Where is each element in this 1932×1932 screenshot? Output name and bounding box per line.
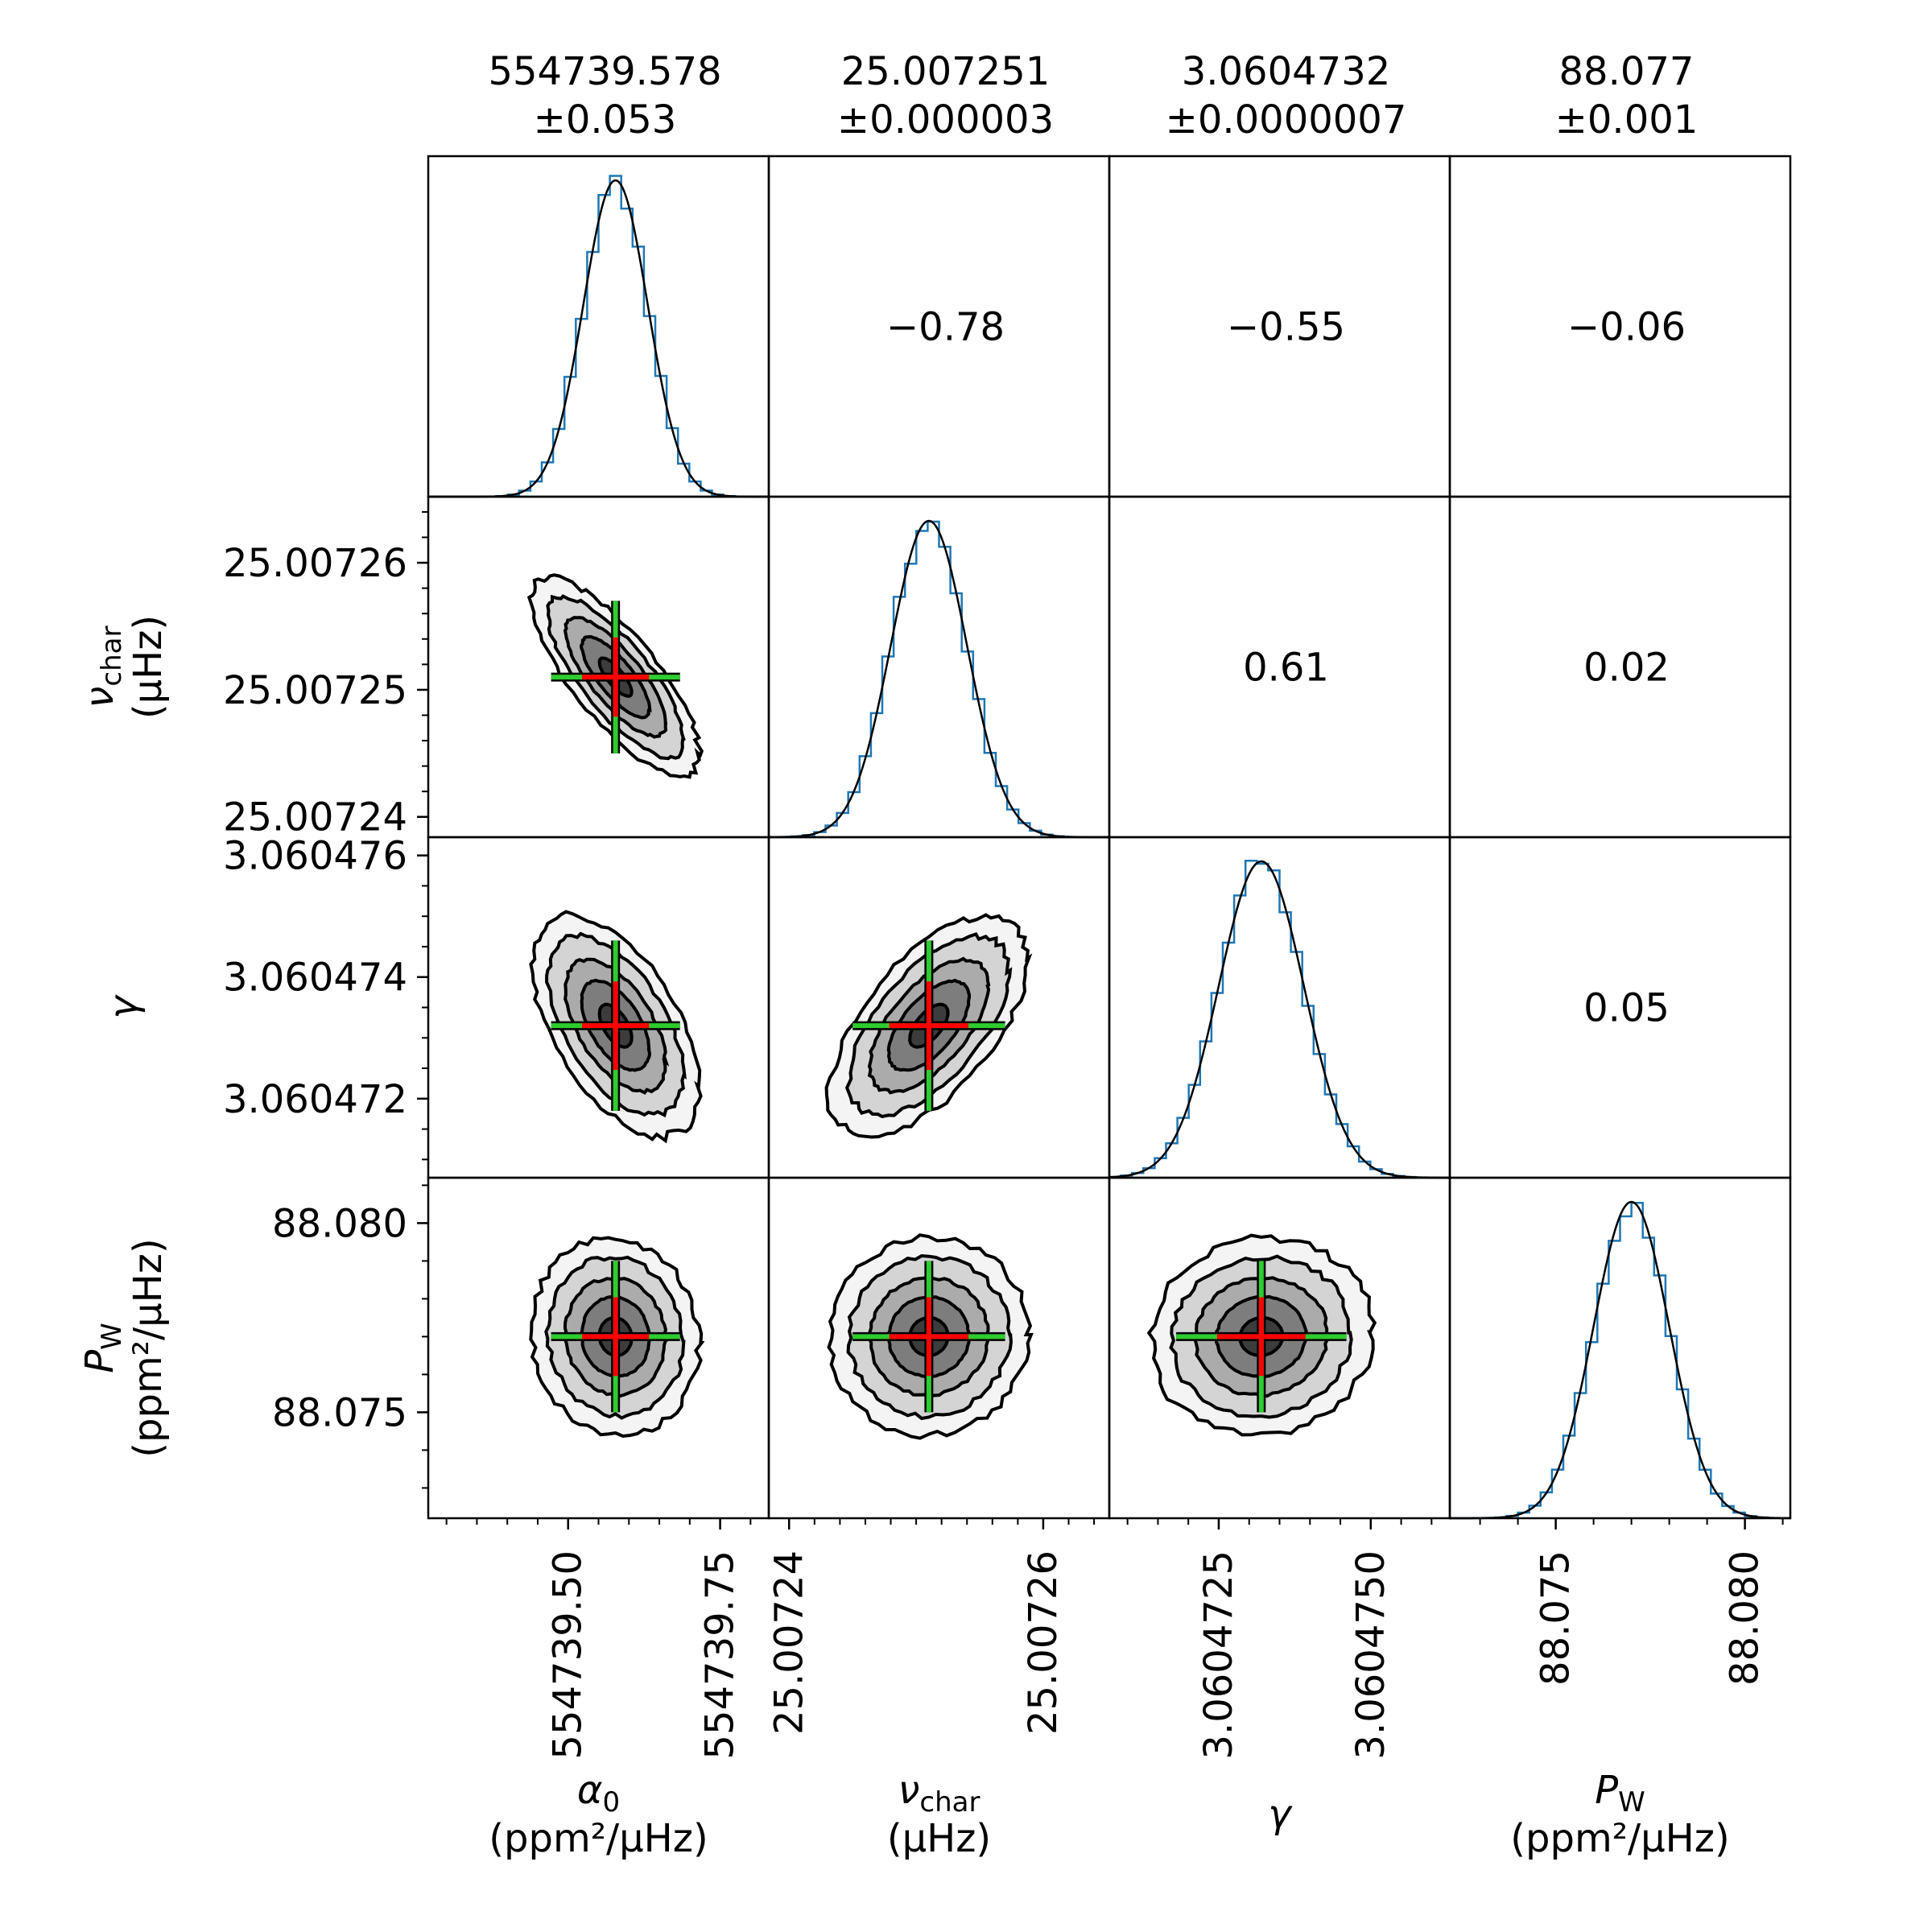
y-tick-label-P_W: 88.080 [272,1201,407,1246]
correlation-1-3: 0.02 [1583,646,1670,691]
x-axis-label-alpha_0-unit: (ppm²/μHz) [489,1816,708,1861]
y-tick-label-nu_char: 25.00725 [223,668,407,713]
correlation-2-3: 0.05 [1583,986,1670,1031]
x-axis-label-gamma-symbol: γ [1268,1792,1293,1837]
x-axis-label-gamma-main: γ [1268,1792,1293,1837]
contour-panel-gamma-P_W [1146,1233,1377,1437]
y-axis-label-P_W-main: P [77,1350,122,1373]
y-tick-label-nu_char: 25.00724 [223,795,407,840]
x-tick-label-P_W: 88.075 [1534,1550,1579,1686]
histogram-gamma [1109,859,1450,1179]
summary-value-alpha_0: 554739.578 [488,49,721,94]
x-axis-label-alpha_0: α0(ppm²/μHz) [489,1768,708,1861]
y-axis-label-P_W-unit: (ppm²/μHz) [126,1238,171,1457]
histogram-nu_char [769,520,1109,839]
summary-error-P_W: ±0.001 [1555,97,1699,142]
gaussian-fit-P_W [1450,1200,1791,1520]
y-tick-label-P_W: 88.075 [272,1390,407,1435]
x-axis-label-nu_char-main: ν [898,1768,920,1813]
x-tick-label-alpha_0: 554739.75 [698,1550,743,1760]
y-tick-label-gamma: 3.060474 [223,956,407,1001]
contour-panel-alpha_0-P_W [529,1236,705,1439]
y-axis-label-nu_char-sub: char [96,626,128,687]
x-axis-label-P_W-symbol: PW [1595,1768,1645,1818]
contour-panel-nu_char-P_W [827,1233,1034,1440]
y-axis-label-gamma: γ [101,994,147,1019]
y-tick-label-gamma: 3.060472 [223,1077,407,1122]
x-axis-label-P_W: PW(ppm²/μHz) [1510,1768,1729,1861]
summary-error-nu_char: ±0.000003 [837,97,1054,142]
x-axis-label-P_W-sub: W [1618,1786,1645,1818]
y-axis-label-P_W: PW(ppm²/μHz) [77,1238,171,1457]
correlation-0-1: −0.78 [886,305,1005,350]
correlation-1-2: 0.61 [1243,646,1329,691]
y-tick-label-gamma: 3.060476 [223,834,407,879]
x-axis-label-P_W-unit: (ppm²/μHz) [1510,1816,1729,1861]
x-tick-label-gamma: 3.0604750 [1348,1550,1393,1760]
y-axis-label-gamma-main: γ [101,994,147,1019]
y-axis-label-nu_char-unit: (μHz) [126,615,171,719]
x-axis-label-nu_char: νchar(μHz) [887,1768,991,1861]
summary-error-alpha_0: ±0.053 [534,97,677,142]
summary-error-gamma: ±0.0000007 [1166,97,1407,142]
summary-value-nu_char: 25.007251 [841,49,1051,94]
contour-panel-alpha_0-nu_char [526,573,704,779]
contour-panel-nu_char-gamma [824,913,1033,1139]
y-tick-label-nu_char: 25.00726 [223,541,407,586]
x-axis-label-nu_char-unit: (μHz) [887,1816,991,1861]
x-axis-label-alpha_0-symbol: α0 [577,1768,620,1818]
contour-panel-alpha_0-gamma [529,910,703,1144]
x-axis-label-nu_char-symbol: νchar [898,1768,980,1818]
correlation-0-2: −0.55 [1227,305,1345,350]
y-axis-label-nu_char-symbol: νchar [77,626,128,708]
y-axis-label-P_W-sub: W [96,1323,128,1350]
correlation-0-3: −0.06 [1567,305,1686,350]
x-tick-label-alpha_0: 554739.50 [546,1550,591,1760]
gaussian-fit-nu_char [768,519,1109,839]
x-axis-label-nu_char-sub: char [919,1786,980,1818]
x-tick-label-nu_char: 25.00724 [766,1550,811,1735]
y-axis-label-nu_char: νchar(μHz) [77,615,171,719]
histogram-P_W [1450,1201,1790,1520]
x-axis-label-P_W-main: P [1595,1768,1618,1813]
gaussian-fit-gamma [1108,860,1451,1179]
x-axis-label-gamma: γ [1268,1792,1293,1837]
y-axis-label-nu_char-main: ν [77,687,122,708]
y-axis-label-gamma-symbol: γ [101,994,147,1019]
x-tick-label-gamma: 3.0604725 [1196,1550,1241,1760]
x-tick-label-nu_char: 25.00726 [1021,1550,1066,1735]
panel-frame-3-3 [1448,1176,1792,1520]
summary-value-P_W: 88.077 [1559,49,1695,94]
y-axis-label-P_W-symbol: PW [77,1323,128,1373]
x-axis-label-alpha_0-main: α [577,1768,603,1813]
x-tick-label-P_W: 88.080 [1723,1550,1768,1686]
x-axis-label-alpha_0-sub: 0 [603,1786,621,1818]
summary-value-gamma: 3.0604732 [1182,49,1391,94]
